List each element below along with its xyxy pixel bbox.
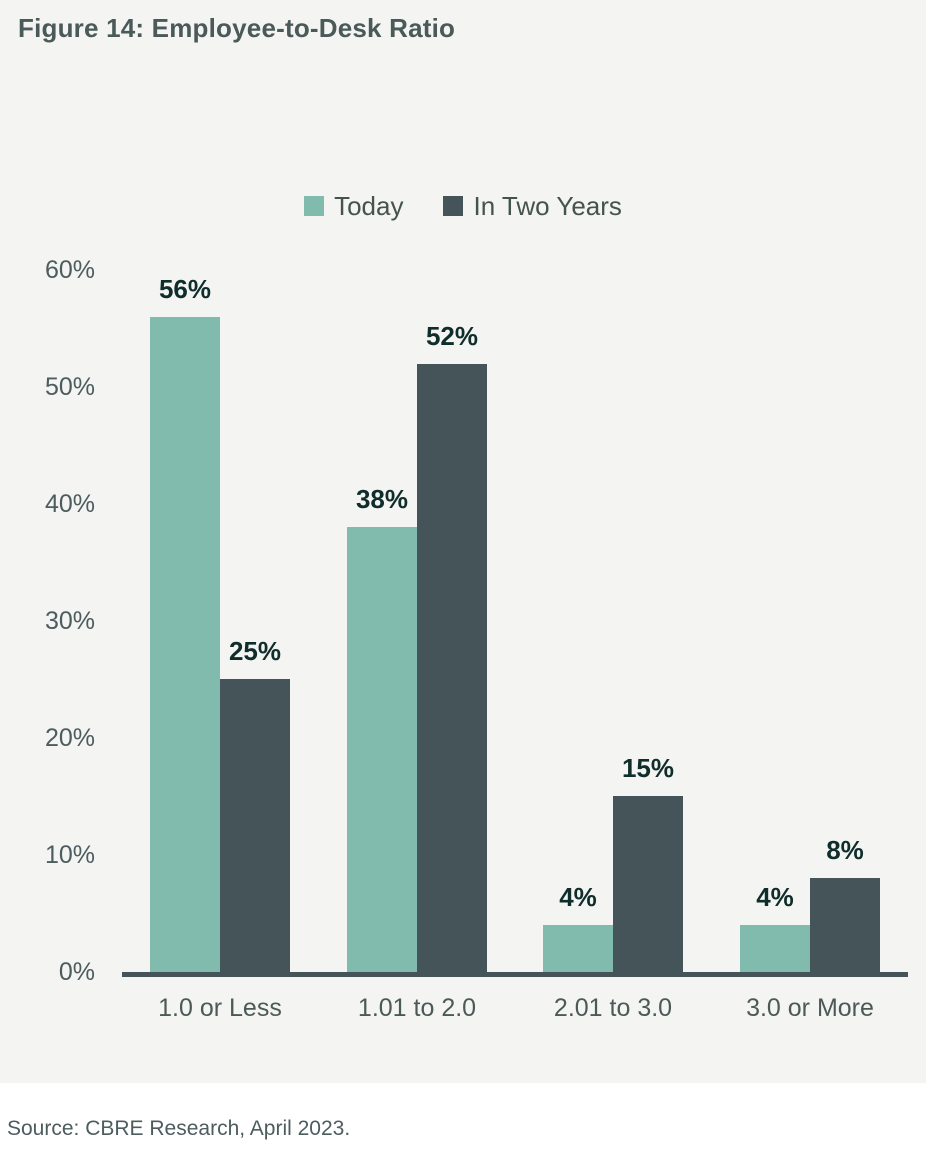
y-axis-tick-label: 30%	[44, 607, 95, 635]
y-axis-tick-label: 20%	[44, 724, 95, 752]
bar-today	[150, 317, 220, 972]
x-axis-line	[122, 972, 908, 977]
bar-value-label: 38%	[355, 484, 409, 514]
x-axis-category-label: 1.0 or Less	[158, 994, 282, 1022]
bar-value-label: 8%	[826, 835, 864, 865]
legend: Today In Two Years	[0, 192, 926, 220]
legend-label-in-two-years: In Two Years	[473, 191, 622, 221]
legend-label-today: Today	[334, 191, 404, 221]
legend-item-today: Today	[304, 192, 403, 220]
y-axis-tick-label: 10%	[44, 841, 95, 869]
y-axis-tick-label: 60%	[44, 256, 95, 284]
bar-in-two-years	[613, 796, 683, 972]
bar-today	[347, 527, 417, 972]
legend-item-in-two-years: In Two Years	[443, 191, 622, 221]
x-axis-category-label: 2.01 to 3.0	[553, 994, 673, 1022]
bar-in-two-years	[810, 878, 880, 972]
bar-chart: 0% 10% 20% 30% 40% 50% 60% 56% 25% 1.0 or Less 38%…	[44, 256, 908, 1022]
bar-value-label: 56%	[158, 274, 212, 304]
bar-in-two-years	[220, 679, 290, 972]
y-axis-tick-label: 50%	[44, 373, 95, 401]
bar-today	[543, 925, 613, 972]
bar-value-label: 15%	[621, 753, 675, 783]
legend-swatch-in-two-years-icon	[443, 196, 464, 216]
bar-value-label: 4%	[559, 882, 597, 912]
bar-in-two-years	[417, 364, 487, 972]
y-axis-tick-label: 40%	[44, 490, 95, 518]
x-axis-category-label: 1.01 to 2.0	[357, 994, 477, 1022]
bar-today	[740, 925, 810, 972]
figure-title: Figure 14: Employee-to-Desk Ratio	[18, 13, 456, 43]
source-note: Source: CBRE Research, April 2023.	[7, 1117, 351, 1140]
bar-value-label: 4%	[756, 882, 794, 912]
y-axis-tick-label: 0%	[58, 958, 95, 986]
bar-value-label: 25%	[228, 636, 282, 666]
x-axis-category-label: 3.0 or More	[746, 994, 874, 1022]
bar-value-label: 52%	[425, 321, 479, 351]
legend-swatch-today-icon	[304, 196, 325, 216]
